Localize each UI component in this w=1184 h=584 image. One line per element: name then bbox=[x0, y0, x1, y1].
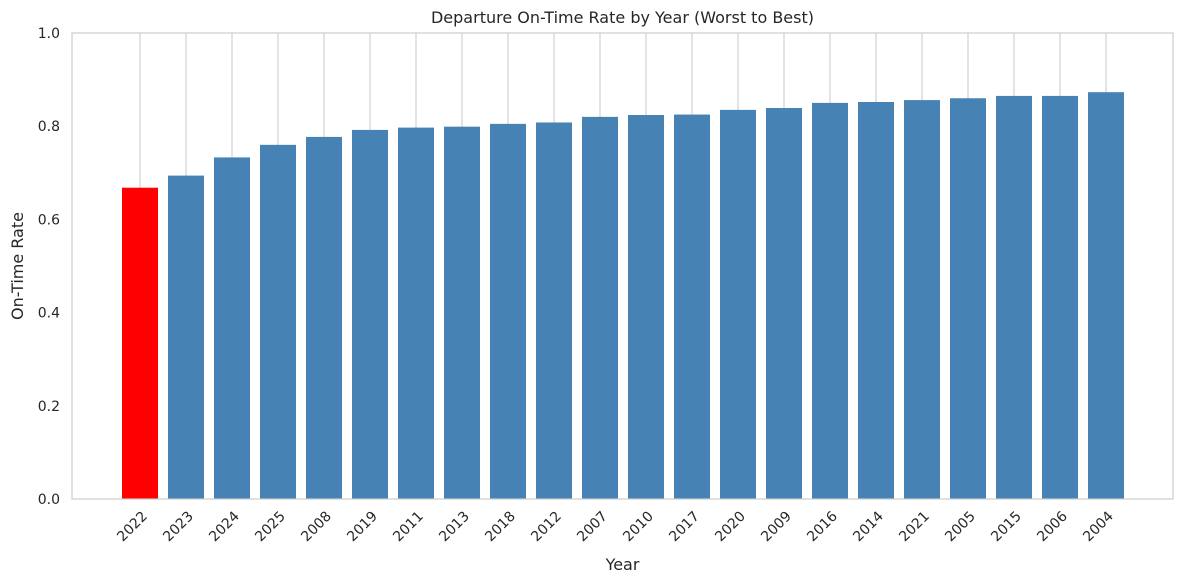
x-tick-label-2015: 2015 bbox=[988, 509, 1025, 546]
y-tick-label-0.0: 0.0 bbox=[38, 492, 60, 508]
x-tick-label-2019: 2019 bbox=[344, 509, 381, 546]
bar-2024 bbox=[214, 157, 250, 499]
x-tick-label-2013: 2013 bbox=[436, 509, 473, 546]
x-tick-label-2017: 2017 bbox=[666, 509, 703, 546]
x-tick-label-2008: 2008 bbox=[298, 509, 335, 546]
bar-2011 bbox=[398, 127, 434, 500]
x-tick-label-2020: 2020 bbox=[712, 509, 749, 546]
bar-2004 bbox=[1088, 92, 1124, 499]
plot-frame bbox=[71, 32, 1174, 500]
bar-2022 bbox=[122, 187, 158, 499]
bar-2019 bbox=[352, 129, 388, 500]
bar-2005 bbox=[950, 98, 986, 500]
y-tick-label-0.6: 0.6 bbox=[38, 212, 60, 228]
bar-2025 bbox=[260, 144, 296, 499]
y-tick-labels: 0.0 0.2 0.4 0.6 0.8 1.0 bbox=[38, 26, 60, 508]
x-tick-label-2016: 2016 bbox=[804, 508, 841, 545]
bar-2017 bbox=[674, 114, 710, 500]
x-tick-label-2009: 2009 bbox=[758, 509, 795, 546]
x-tick-label-2012: 2012 bbox=[528, 509, 565, 546]
y-tick-label-1.0: 1.0 bbox=[38, 26, 60, 42]
bar-2016 bbox=[812, 102, 848, 500]
y-tick-label-0.8: 0.8 bbox=[38, 119, 60, 135]
x-tick-label-2014: 2014 bbox=[850, 508, 887, 545]
bar-layer bbox=[122, 92, 1124, 500]
bar-2007 bbox=[582, 116, 618, 499]
bar-2008 bbox=[306, 136, 342, 499]
x-tick-label-2005: 2005 bbox=[942, 509, 979, 546]
bar-2018 bbox=[490, 123, 526, 500]
x-tick-label-2024: 2024 bbox=[206, 508, 243, 545]
x-tick-label-2025: 2025 bbox=[252, 509, 289, 546]
bar-2021 bbox=[904, 100, 940, 499]
bar-2020 bbox=[720, 109, 756, 499]
y-axis-label: On-Time Rate bbox=[8, 212, 27, 320]
x-tick-label-2004: 2004 bbox=[1080, 508, 1117, 545]
bar-2014 bbox=[858, 101, 894, 499]
bar-2012 bbox=[536, 122, 572, 500]
chart-title: Departure On-Time Rate by Year (Worst to… bbox=[431, 8, 814, 27]
x-tick-label-2006: 2006 bbox=[1034, 508, 1071, 545]
y-tick-label-0.4: 0.4 bbox=[38, 306, 60, 322]
bar-2013 bbox=[444, 126, 480, 499]
x-tick-label-2023: 2023 bbox=[160, 509, 197, 546]
x-tick-label-2018: 2018 bbox=[482, 509, 519, 546]
bar-2009 bbox=[766, 108, 802, 499]
x-tick-label-2021: 2021 bbox=[896, 509, 933, 546]
x-axis-label: Year bbox=[605, 555, 640, 574]
bar-2015 bbox=[996, 95, 1032, 499]
x-tick-label-2011: 2011 bbox=[390, 509, 427, 546]
bar-2023 bbox=[168, 175, 204, 499]
x-tick-label-2007: 2007 bbox=[574, 509, 611, 546]
x-tick-label-2022: 2022 bbox=[114, 509, 151, 546]
bar-2006 bbox=[1042, 95, 1078, 499]
y-tick-label-0.2: 0.2 bbox=[38, 399, 60, 415]
bar-2010 bbox=[628, 115, 664, 500]
x-tick-label-2010: 2010 bbox=[620, 509, 657, 546]
x-tick-labels: 2022 2023 2024 2025 2008 2019 2011 2013 2018 2012… bbox=[114, 508, 1117, 545]
